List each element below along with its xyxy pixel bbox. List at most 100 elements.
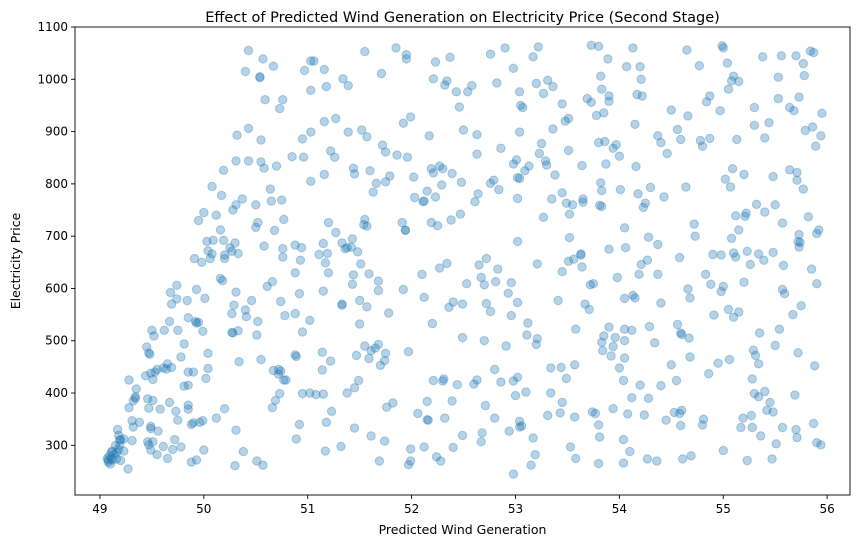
data-point bbox=[109, 449, 120, 459]
data-point bbox=[375, 360, 386, 370]
data-point bbox=[585, 280, 595, 290]
data-point bbox=[179, 339, 189, 349]
data-point bbox=[401, 54, 412, 64]
data-point bbox=[794, 242, 804, 252]
data-point bbox=[276, 296, 286, 307]
data-point bbox=[672, 124, 683, 135]
data-point bbox=[305, 388, 315, 398]
data-point bbox=[512, 236, 523, 247]
data-point bbox=[760, 207, 770, 217]
data-point bbox=[768, 407, 778, 417]
data-point bbox=[146, 423, 156, 434]
data-point bbox=[753, 249, 764, 259]
data-point bbox=[398, 118, 408, 128]
data-point bbox=[380, 147, 391, 157]
data-point bbox=[442, 258, 452, 269]
data-point bbox=[528, 52, 538, 62]
data-point bbox=[251, 200, 261, 210]
data-point bbox=[360, 214, 370, 225]
data-point bbox=[219, 404, 230, 414]
data-point bbox=[265, 184, 275, 194]
data-point bbox=[325, 356, 336, 366]
data-point bbox=[455, 209, 466, 219]
data-point bbox=[426, 217, 436, 228]
data-point bbox=[807, 122, 818, 132]
data-point bbox=[603, 54, 613, 64]
data-point bbox=[678, 454, 688, 464]
data-point bbox=[281, 375, 291, 385]
data-point bbox=[697, 420, 708, 430]
data-point bbox=[320, 446, 331, 456]
data-point bbox=[618, 458, 629, 468]
data-point bbox=[563, 145, 574, 156]
data-point bbox=[359, 220, 369, 230]
data-point bbox=[347, 234, 358, 244]
data-point bbox=[392, 150, 402, 160]
data-point bbox=[273, 364, 284, 375]
data-point bbox=[512, 172, 523, 183]
data-point bbox=[166, 362, 177, 373]
data-point bbox=[715, 106, 725, 116]
data-point bbox=[718, 445, 728, 456]
data-point bbox=[808, 418, 819, 429]
data-point bbox=[738, 413, 748, 423]
data-point bbox=[597, 186, 607, 196]
data-point bbox=[140, 371, 151, 381]
data-point bbox=[593, 137, 604, 148]
data-point bbox=[189, 253, 200, 264]
data-point bbox=[555, 408, 565, 418]
data-point bbox=[768, 171, 778, 182]
data-point bbox=[731, 252, 741, 262]
data-point bbox=[778, 260, 789, 271]
data-point bbox=[618, 434, 629, 445]
data-point bbox=[749, 102, 760, 113]
data-point bbox=[625, 446, 635, 457]
data-point bbox=[278, 252, 288, 262]
data-point bbox=[580, 299, 590, 309]
data-point bbox=[514, 87, 525, 97]
data-point bbox=[366, 431, 376, 441]
data-point bbox=[639, 410, 649, 420]
data-point bbox=[792, 432, 802, 443]
data-point bbox=[103, 457, 113, 467]
data-point bbox=[534, 148, 545, 159]
data-point bbox=[448, 442, 458, 453]
data-point bbox=[636, 74, 646, 85]
data-point bbox=[656, 381, 666, 391]
data-point bbox=[716, 250, 726, 260]
data-point bbox=[434, 263, 445, 273]
data-point bbox=[227, 246, 237, 257]
data-point bbox=[619, 293, 630, 304]
data-point bbox=[791, 51, 801, 61]
data-point bbox=[105, 459, 116, 469]
data-point bbox=[124, 375, 134, 385]
data-point bbox=[146, 445, 156, 455]
data-point bbox=[267, 403, 278, 413]
data-point bbox=[278, 244, 288, 254]
data-point bbox=[131, 384, 142, 394]
data-point bbox=[424, 131, 434, 141]
data-point bbox=[231, 425, 241, 435]
data-point bbox=[577, 160, 587, 171]
data-point bbox=[728, 248, 739, 258]
data-point bbox=[179, 381, 189, 391]
data-point bbox=[217, 275, 228, 286]
data-point bbox=[543, 410, 553, 421]
data-point bbox=[337, 238, 347, 248]
data-point bbox=[290, 350, 300, 360]
data-point bbox=[496, 377, 506, 387]
data-point bbox=[240, 66, 251, 77]
data-point bbox=[130, 392, 141, 402]
data-point bbox=[492, 78, 502, 88]
data-point bbox=[528, 433, 538, 443]
data-point bbox=[373, 276, 384, 286]
data-point bbox=[561, 373, 572, 384]
data-point bbox=[494, 184, 504, 195]
data-point bbox=[718, 281, 728, 292]
data-point bbox=[172, 294, 182, 304]
data-point bbox=[191, 284, 202, 295]
data-point bbox=[205, 253, 215, 264]
data-point bbox=[423, 415, 433, 425]
data-point bbox=[106, 453, 117, 464]
data-point bbox=[243, 123, 254, 134]
